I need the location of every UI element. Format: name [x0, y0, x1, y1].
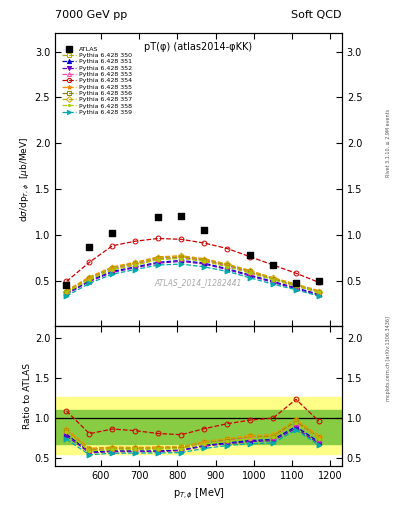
- Point: [86, 243, 93, 251]
- Point: [201, 226, 208, 234]
- Point: [247, 251, 253, 259]
- Legend: ATLAS, Pythia 6.428 350, Pythia 6.428 351, Pythia 6.428 352, Pythia 6.428 353, P: ATLAS, Pythia 6.428 350, Pythia 6.428 35…: [61, 45, 133, 116]
- Text: Rivet 3.1.10, ≥ 2.9M events: Rivet 3.1.10, ≥ 2.9M events: [386, 109, 391, 178]
- Text: Soft QCD: Soft QCD: [292, 10, 342, 20]
- Text: 7000 GeV pp: 7000 GeV pp: [55, 10, 127, 20]
- Text: pT(φ) (atlas2014-φKK): pT(φ) (atlas2014-φKK): [144, 42, 253, 52]
- Text: mcplots.cern.ch [arXiv:1306.3436]: mcplots.cern.ch [arXiv:1306.3436]: [386, 316, 391, 401]
- Point: [293, 279, 299, 287]
- Point: [155, 214, 162, 222]
- Text: ATLAS_2014_I1282441: ATLAS_2014_I1282441: [155, 278, 242, 287]
- Y-axis label: Ratio to ATLAS: Ratio to ATLAS: [23, 363, 32, 429]
- Point: [178, 212, 184, 221]
- Bar: [55, 410, 342, 444]
- Point: [63, 281, 70, 289]
- X-axis label: p$_{T,\phi}$ [MeV]: p$_{T,\phi}$ [MeV]: [173, 486, 224, 501]
- Point: [270, 261, 276, 269]
- Point: [109, 229, 116, 237]
- Y-axis label: d$\sigma$/dp$_{T,\phi}$  [$\mu$b/MeV]: d$\sigma$/dp$_{T,\phi}$ [$\mu$b/MeV]: [19, 137, 32, 223]
- Bar: [55, 396, 342, 454]
- Point: [316, 276, 322, 285]
